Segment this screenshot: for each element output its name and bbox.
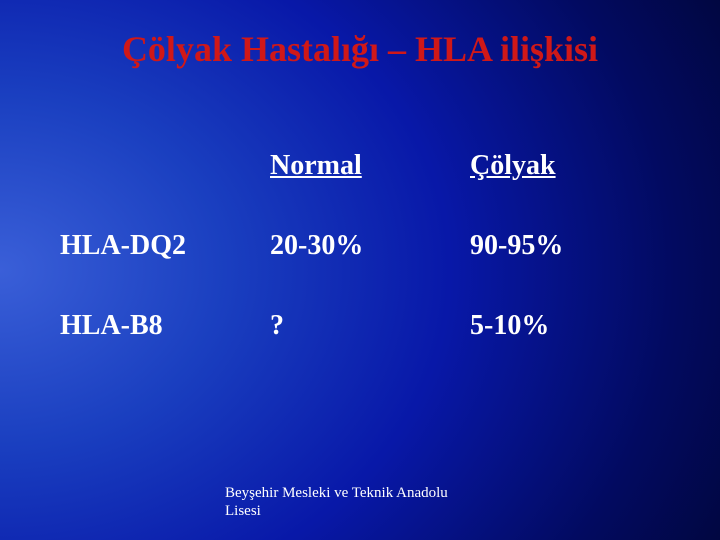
slide-title: Çölyak Hastalığı – HLA ilişkisi — [0, 28, 720, 70]
table-row: HLA-B8 ? 5-10% — [60, 310, 660, 342]
cell-row1-colyak: 90-95% — [470, 230, 640, 262]
cell-row1-normal: 20-30% — [270, 230, 470, 262]
footer-text: Beyşehir Mesleki ve Teknik Anadolu Lises… — [225, 484, 485, 520]
cell-row2-label: HLA-B8 — [60, 310, 270, 342]
table-header-normal: Normal — [270, 150, 470, 182]
table-row: HLA-DQ2 20-30% 90-95% — [60, 230, 660, 262]
hla-table: Normal Çölyak HLA-DQ2 20-30% 90-95% HLA-… — [60, 150, 660, 390]
cell-row2-colyak: 5-10% — [470, 310, 640, 342]
cell-row2-normal: ? — [270, 310, 470, 342]
table-header-row: Normal Çölyak — [60, 150, 660, 182]
slide: Çölyak Hastalığı – HLA ilişkisi Normal Ç… — [0, 0, 720, 540]
cell-row1-label: HLA-DQ2 — [60, 230, 270, 262]
table-header-empty — [60, 150, 270, 182]
table-header-colyak: Çölyak — [470, 150, 640, 182]
